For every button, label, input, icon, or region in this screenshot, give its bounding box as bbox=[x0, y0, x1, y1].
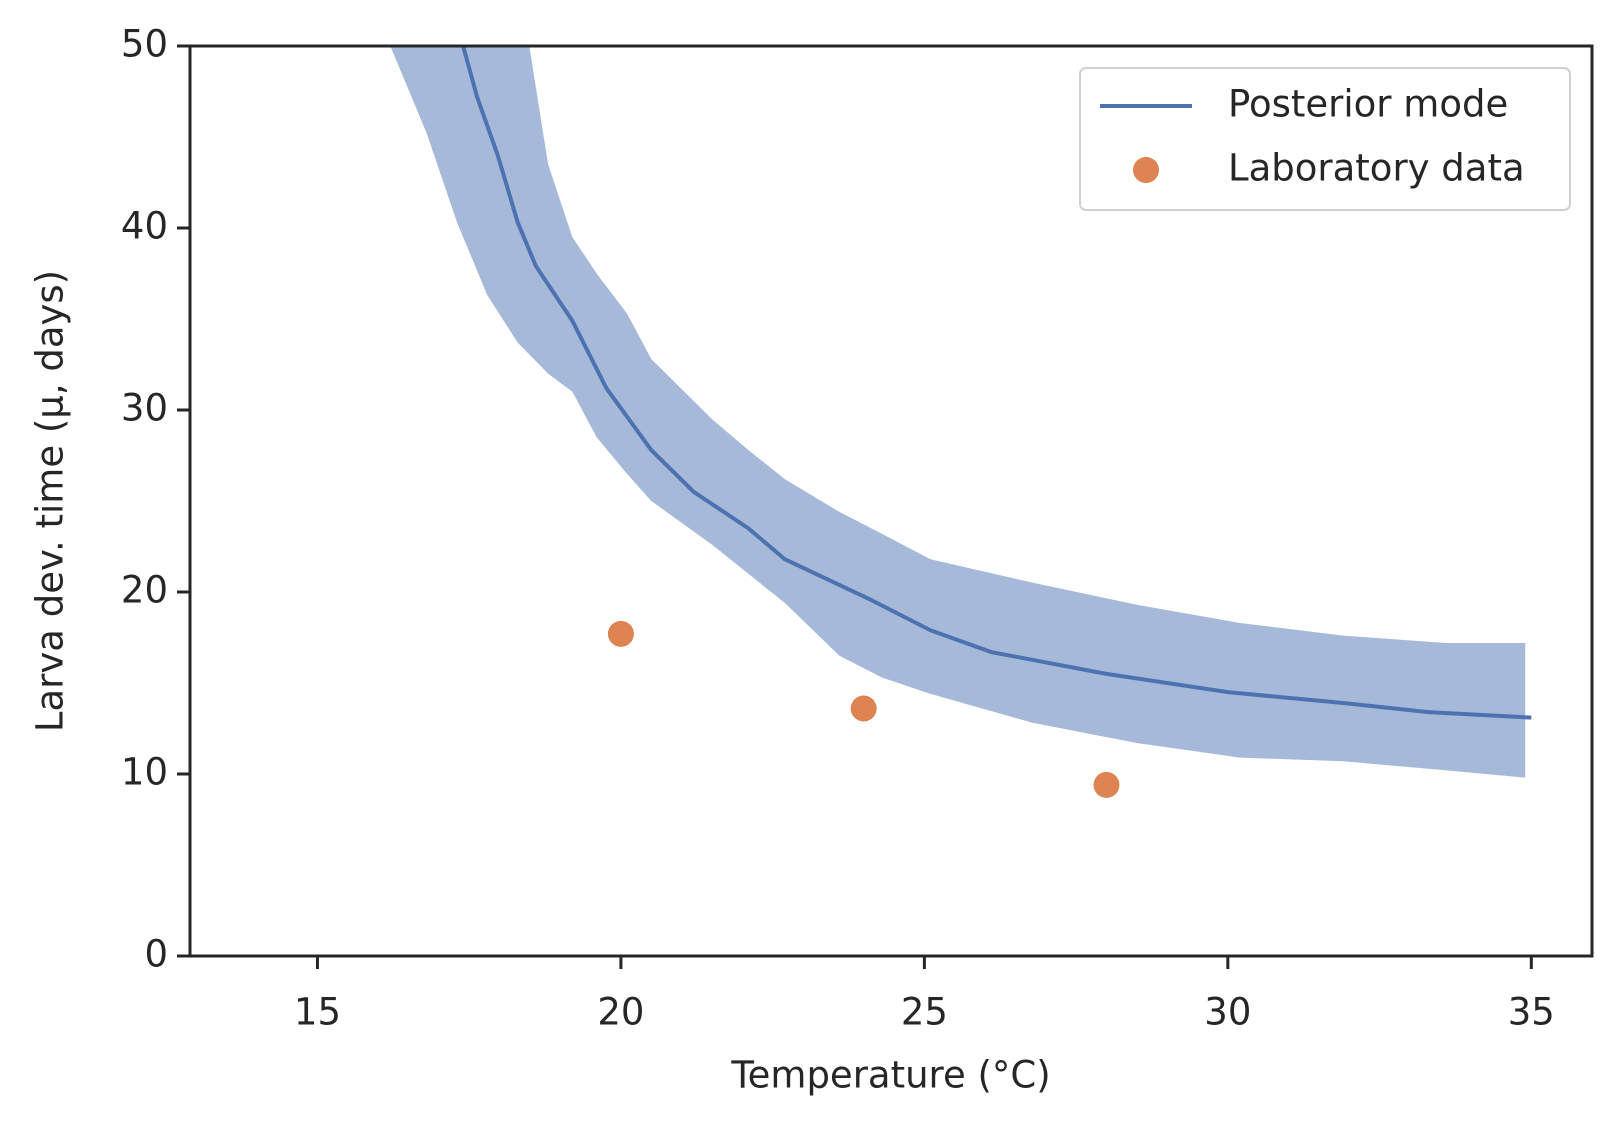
y-tick-label: 50 bbox=[121, 23, 168, 66]
legend-label: Posterior mode bbox=[1228, 83, 1508, 126]
legend-box bbox=[1079, 67, 1571, 211]
x-tick-label: 20 bbox=[597, 991, 644, 1034]
y-tick-label: 40 bbox=[121, 205, 168, 248]
x-tick-label: 35 bbox=[1508, 991, 1555, 1034]
x-tick-label: 30 bbox=[1204, 991, 1251, 1034]
data-point bbox=[1093, 771, 1120, 798]
line bbox=[461, 46, 1532, 720]
y-tick-label: 0 bbox=[144, 933, 168, 976]
legend-label: Laboratory data bbox=[1228, 147, 1525, 190]
legend-swatch bbox=[1133, 157, 1159, 183]
y-tick-label: 10 bbox=[121, 751, 168, 794]
data-point bbox=[607, 620, 634, 647]
x-tick-label: 25 bbox=[901, 991, 948, 1034]
plot-frame bbox=[188, 44, 1594, 958]
y-tick-label: 30 bbox=[121, 387, 168, 430]
y-tick-label: 20 bbox=[121, 569, 168, 612]
x-axis-label: Temperature (°C) bbox=[730, 1054, 1050, 1097]
credible-band bbox=[390, 46, 1526, 778]
data-point bbox=[850, 695, 877, 722]
y-axis-label: Larva dev. time (μ, days) bbox=[29, 270, 72, 732]
x-tick-label: 15 bbox=[294, 991, 341, 1034]
plot-area bbox=[390, 46, 1532, 798]
